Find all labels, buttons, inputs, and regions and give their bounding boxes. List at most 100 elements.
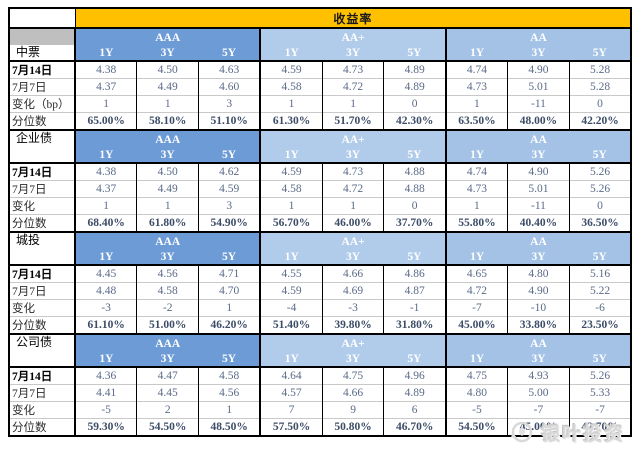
value-cell: 4.58 xyxy=(259,180,323,198)
value-cell: 5.26 xyxy=(568,180,632,198)
value-cell: 4.75 xyxy=(321,366,384,385)
value-cell: 4.88 xyxy=(383,180,446,198)
section-tenor-row: 1Y 3Y 5Y 1Y 3Y 5Y 1Y 3Y 5Y xyxy=(9,45,632,61)
value-cell: 4.72 xyxy=(321,180,384,198)
watermark-text: 银叶投资 xyxy=(540,424,625,445)
value-cell: 4.45 xyxy=(74,264,137,283)
percentile-cell: 63.50% xyxy=(444,112,508,130)
percentile-cell: 55.80% xyxy=(444,214,508,232)
value-cell: 5.01 xyxy=(507,180,570,198)
corner-cell xyxy=(8,7,76,29)
row-label: 7月7日 xyxy=(9,180,76,198)
value-cell: 4.50 xyxy=(136,60,199,79)
row-label: 7月7日 xyxy=(9,282,76,300)
tenor-header: 5Y xyxy=(569,249,632,265)
percentile-cell: 51.10% xyxy=(198,112,261,130)
rating-header: AA xyxy=(444,333,632,351)
tenor-header: 3Y xyxy=(507,45,570,61)
value-cell: 4.69 xyxy=(321,282,384,300)
percentile-cell: 65.00% xyxy=(74,112,137,130)
value-cell: 5.28 xyxy=(568,78,632,96)
percentile-cell: 54.90% xyxy=(198,214,261,232)
value-cell: 4.88 xyxy=(383,162,446,181)
value-cell: 1 xyxy=(74,95,137,113)
value-cell: 4.66 xyxy=(321,384,384,402)
row-label: 分位数 xyxy=(9,214,76,232)
value-cell: 5.28 xyxy=(568,60,632,79)
tenor-header: 1Y xyxy=(74,249,137,265)
section-name: 中票 xyxy=(16,45,41,59)
tenor-header: 5Y xyxy=(569,351,632,367)
value-cell: 5.00 xyxy=(507,384,570,402)
rating-header: AA xyxy=(444,27,632,45)
value-cell: 4.71 xyxy=(198,264,261,283)
percentile-cell: 23.50% xyxy=(568,316,632,334)
percentile-cell: 46.20% xyxy=(198,316,261,334)
value-cell: 4.57 xyxy=(259,384,323,402)
table-row: 变化 1 1 3 1 1 0 1 -11 0 xyxy=(9,197,632,215)
value-cell: 4.37 xyxy=(74,180,137,198)
row-label: 7月14日 xyxy=(9,366,76,385)
value-cell: -10 xyxy=(507,299,570,317)
table-row: 变化（bp） 1 1 3 1 1 0 1 -11 0 xyxy=(9,95,632,113)
percentile-cell: 68.40% xyxy=(74,214,137,232)
tenor-header: 1Y xyxy=(74,351,137,367)
value-cell: 3 xyxy=(198,95,261,113)
value-cell: 4.63 xyxy=(198,60,261,79)
value-cell: 2 xyxy=(136,401,199,419)
value-cell: 6 xyxy=(383,401,446,419)
rating-header: AAA xyxy=(73,231,261,249)
percentile-cell: 31.80% xyxy=(383,316,446,334)
value-cell: 5.26 xyxy=(568,162,632,181)
percentile-cell: 42.70% xyxy=(568,418,632,436)
value-cell: 1 xyxy=(74,197,137,215)
tenor-header: 1Y xyxy=(259,147,323,163)
value-cell: 4.59 xyxy=(198,180,261,198)
value-cell: 4.41 xyxy=(74,384,137,402)
percentile-cell: 61.80% xyxy=(136,214,199,232)
tenor-header: 3Y xyxy=(322,147,384,163)
table-row: 7月7日 4.48 4.58 4.70 4.59 4.69 4.87 4.72 4.90 5.22 xyxy=(9,282,632,300)
value-cell: 4.73 xyxy=(444,180,508,198)
percentile-cell: 48.50% xyxy=(198,418,261,436)
section-tenor-row: 1Y 3Y 5Y 1Y 3Y 5Y 1Y 3Y 5Y xyxy=(9,351,632,367)
row-label: 变化 xyxy=(9,299,76,317)
tenor-header: 1Y xyxy=(259,249,323,265)
table-row: 变化 -3 -2 1 -4 -3 -1 -7 -10 -6 xyxy=(9,299,632,317)
value-cell: 4.90 xyxy=(507,162,570,181)
percentile-cell: 42.20% xyxy=(568,112,632,130)
value-cell: 1 xyxy=(259,95,323,113)
tenor-header: 1Y xyxy=(259,45,323,61)
tenor-header: 5Y xyxy=(569,45,632,61)
value-cell: 4.73 xyxy=(321,162,384,181)
value-cell: 4.38 xyxy=(74,162,137,181)
value-cell: 4.74 xyxy=(444,162,508,181)
tenor-header: 1Y xyxy=(259,351,323,367)
value-cell: 1 xyxy=(198,299,261,317)
value-cell: 4.60 xyxy=(198,78,261,96)
section-label-cell-3: 公司债 xyxy=(9,333,76,367)
table-title: 收益率 xyxy=(74,7,632,29)
value-cell: -2 xyxy=(136,299,199,317)
row-label: 7月14日 xyxy=(9,264,76,283)
tenor-header: 3Y xyxy=(136,45,199,61)
value-cell: 4.89 xyxy=(383,78,446,96)
value-cell: 1 xyxy=(444,197,508,215)
section-rating-row: 中票 AAA AA+ AA xyxy=(9,27,632,61)
tenor-header: 1Y xyxy=(74,45,137,61)
percentile-cell: 54.50% xyxy=(444,418,508,436)
percentile-cell: 33.80% xyxy=(507,316,570,334)
table-row: 分位数 65.00% 58.10% 51.10% 61.30% 51.70% 42.30% 6… xyxy=(9,112,632,130)
value-cell: -7 xyxy=(444,299,508,317)
value-cell: -4 xyxy=(259,299,323,317)
value-cell: 0 xyxy=(568,197,632,215)
value-cell: 1 xyxy=(136,197,199,215)
value-cell: 1 xyxy=(321,197,384,215)
value-cell: -7 xyxy=(568,401,632,419)
value-cell: 4.70 xyxy=(198,282,261,300)
yield-table: 收益率 中票 AAA AA+ AA 1Y 3Y 5Y 1Y 3Y 5Y 1Y 3Y 5Y 7月14日 4.3… xyxy=(8,7,633,437)
value-cell: 4.49 xyxy=(136,78,199,96)
value-cell: 4.73 xyxy=(444,78,508,96)
percentile-cell: 50.80% xyxy=(321,418,384,436)
section-label-cell-2: 城投 xyxy=(9,231,76,265)
